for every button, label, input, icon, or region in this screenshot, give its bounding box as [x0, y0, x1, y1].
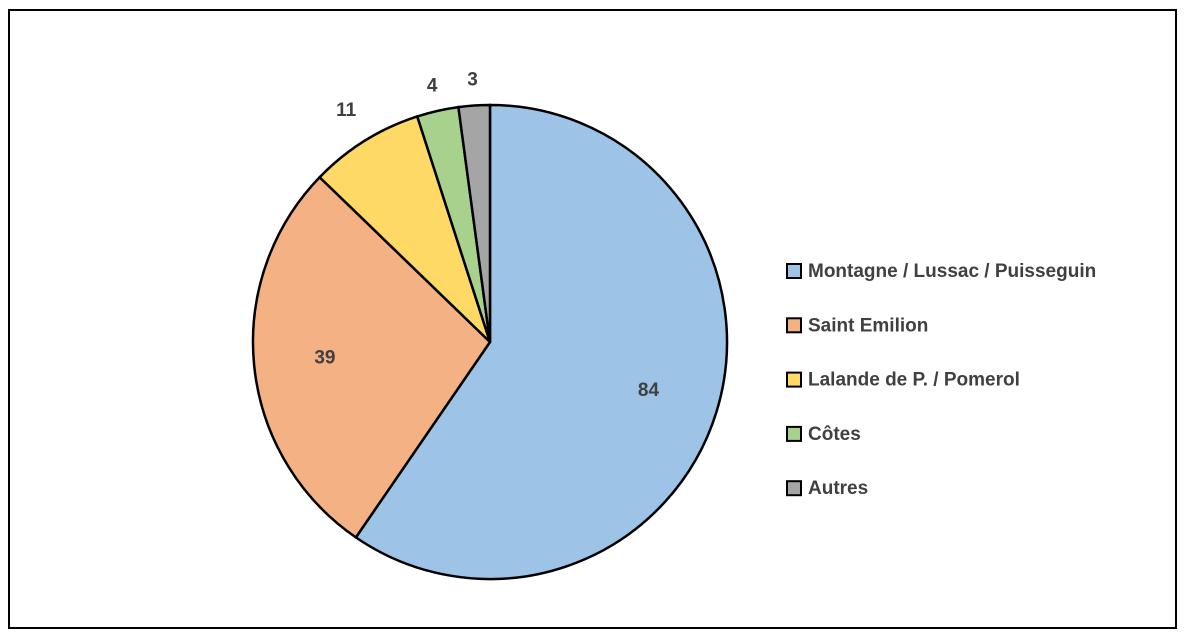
- pie-slice: [354, 103, 729, 581]
- pie-slice: [457, 103, 492, 343]
- legend-label: Lalande de P. / Pomerol: [808, 370, 1020, 391]
- data-label: 11: [336, 100, 357, 121]
- legend-swatch: [786, 317, 802, 334]
- legend-label: Autres: [808, 478, 868, 499]
- pie-slice: [317, 114, 492, 343]
- legend-label: Montagne / Lussac / Puisseguin: [808, 261, 1096, 282]
- legend-swatch: [786, 371, 802, 388]
- data-label: 3: [467, 70, 478, 91]
- pie-slice: [251, 175, 492, 540]
- legend-label: Saint Emilion: [808, 315, 928, 336]
- legend-swatch: [786, 425, 802, 442]
- data-label: 84: [638, 380, 660, 401]
- legend-swatch: [786, 263, 802, 279]
- legend-swatch: [786, 480, 802, 497]
- legend-label: Côtes: [808, 424, 861, 445]
- data-label: 4: [427, 75, 438, 96]
- data-label: 39: [314, 348, 335, 369]
